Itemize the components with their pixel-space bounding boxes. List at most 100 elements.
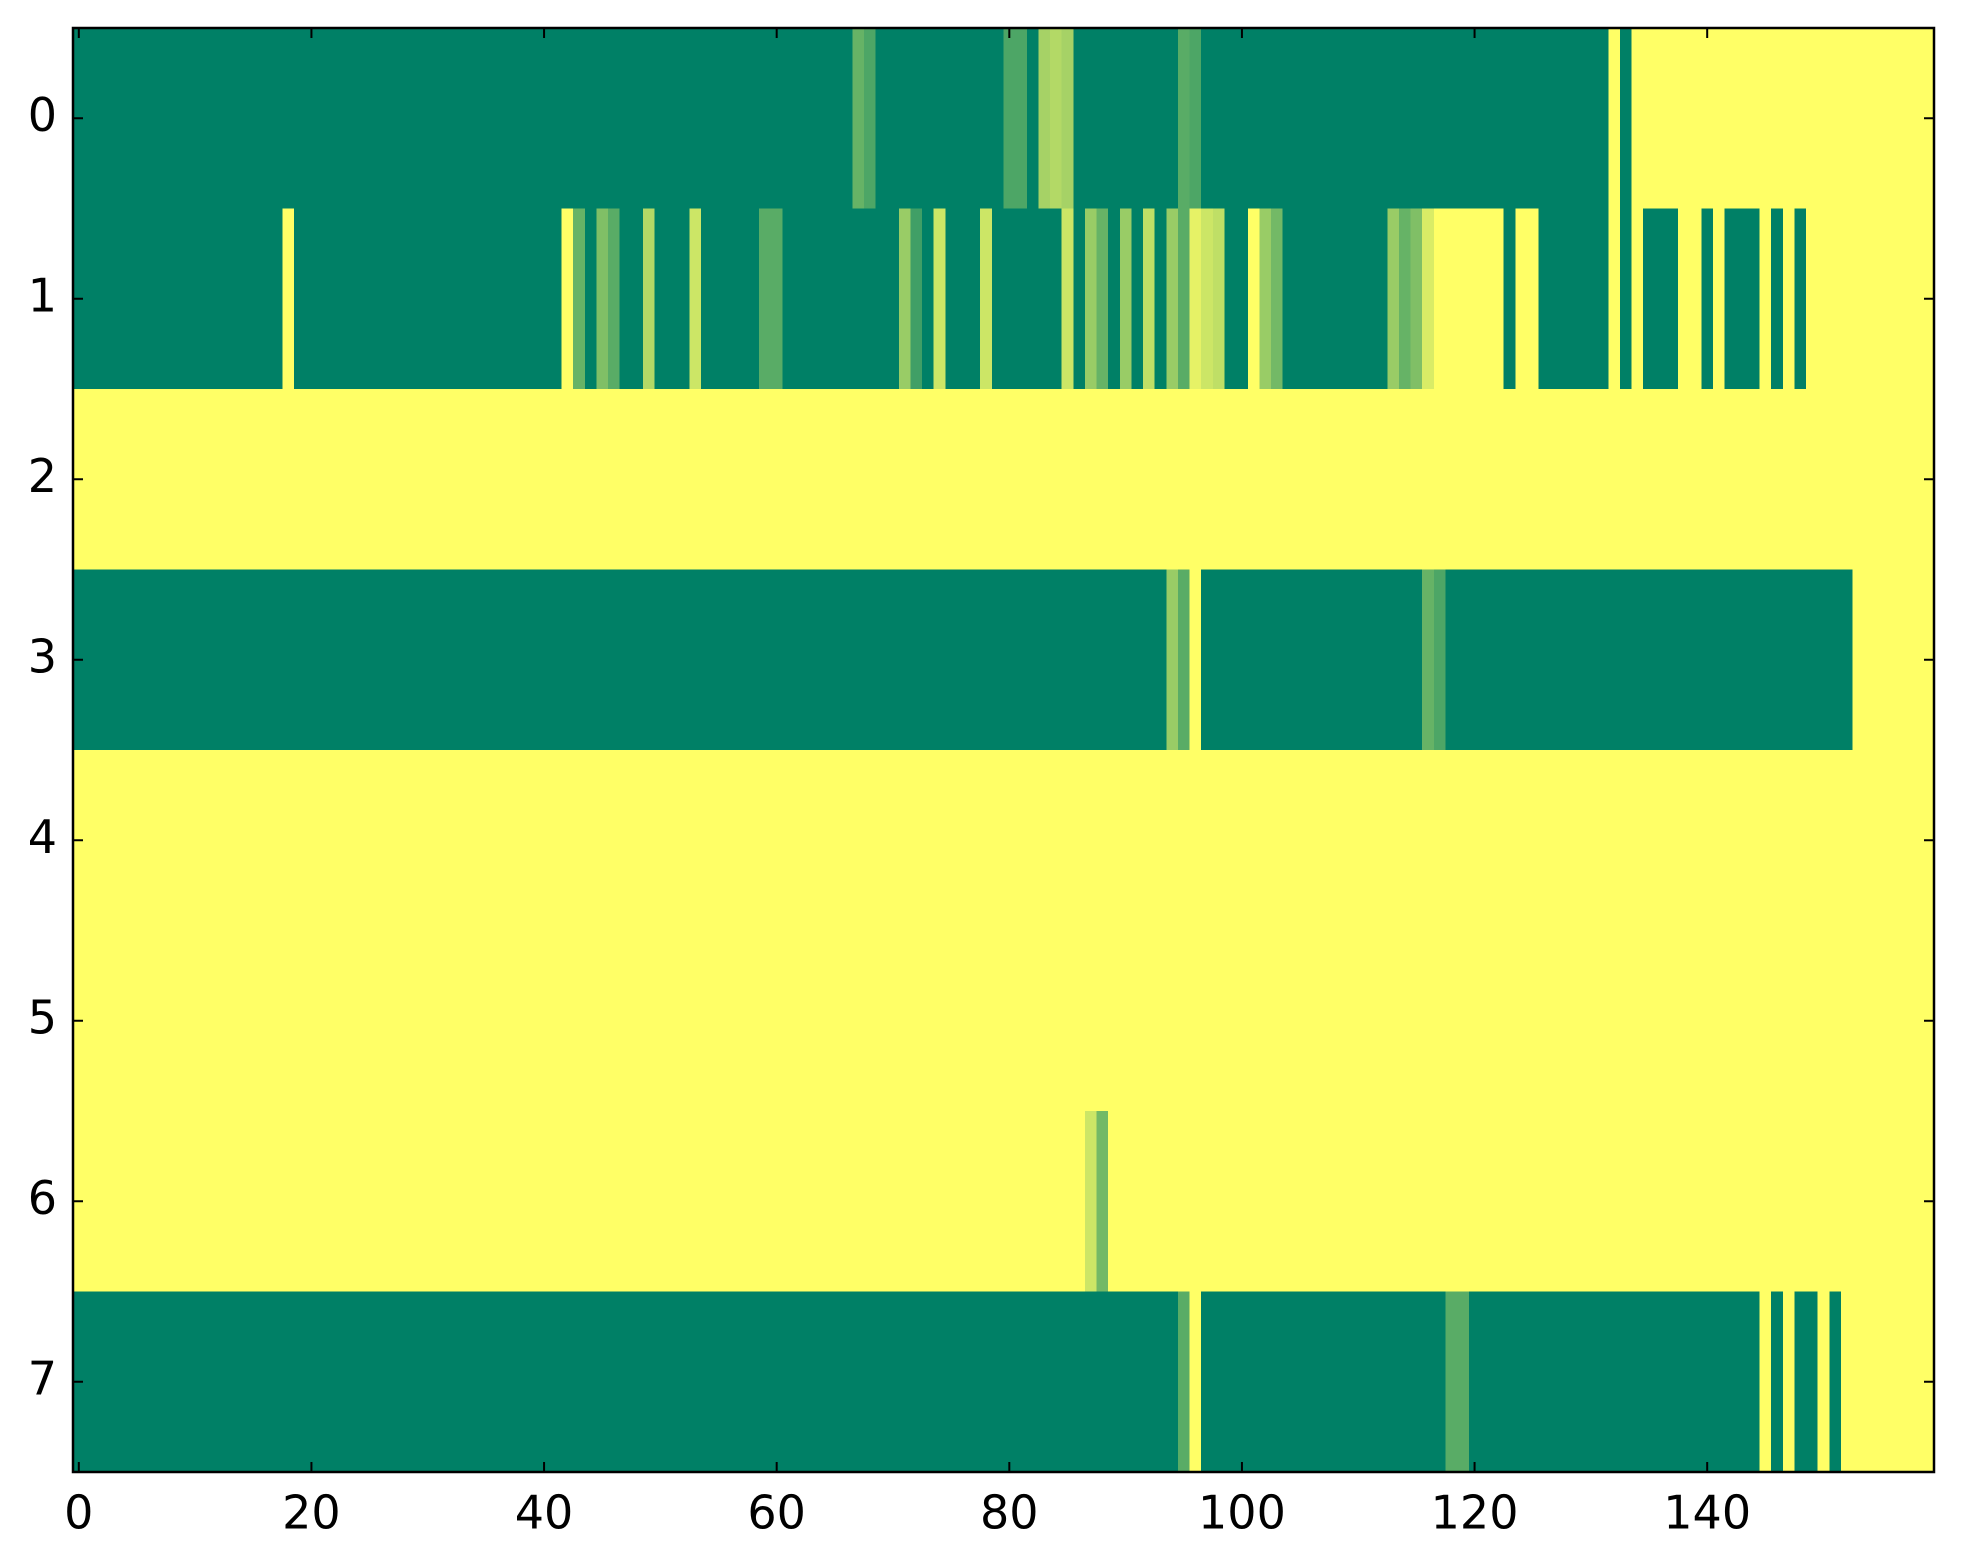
heatmap-cell — [1410, 569, 1423, 751]
heatmap-cell — [573, 28, 586, 210]
heatmap-cell — [1352, 389, 1365, 571]
heatmap-cell — [526, 208, 539, 390]
heatmap-cell — [1713, 28, 1726, 210]
heatmap-cell — [1108, 930, 1121, 1112]
heatmap-cell — [1678, 1111, 1691, 1293]
heatmap-cell — [480, 208, 493, 390]
heatmap-cell — [608, 208, 621, 390]
heatmap-cell — [247, 28, 260, 210]
heatmap-cell — [1852, 750, 1865, 932]
heatmap-cell — [1747, 208, 1761, 390]
heatmap-cell — [875, 1111, 888, 1293]
heatmap-cell — [305, 389, 318, 571]
heatmap-cell — [1387, 1111, 1400, 1293]
heatmap-cell — [1026, 208, 1039, 390]
heatmap-cell — [1817, 28, 1830, 210]
heatmap-cell — [1166, 28, 1179, 210]
heatmap-cell — [1608, 930, 1621, 1112]
heatmap-cell — [84, 208, 97, 390]
heatmap-cell — [1910, 569, 1923, 751]
heatmap-cell — [1515, 930, 1528, 1112]
heatmap-cell — [1817, 569, 1830, 751]
x-tick-label: 100 — [1198, 1486, 1286, 1540]
heatmap-cell — [770, 208, 784, 390]
heatmap-cell — [1224, 750, 1237, 932]
heatmap-cell — [1701, 208, 1714, 390]
heatmap-cell — [1340, 569, 1354, 751]
heatmap-cell — [1212, 389, 1226, 571]
heatmap-cell — [1294, 930, 1307, 1112]
heatmap-cell — [456, 1291, 470, 1473]
heatmap-cell — [1550, 208, 1563, 390]
heatmap-cell — [596, 208, 609, 390]
heatmap-cell — [1224, 930, 1237, 1112]
heatmap-cell — [1317, 389, 1330, 571]
heatmap-cell — [1294, 569, 1307, 751]
heatmap-cell — [770, 389, 784, 571]
heatmap-cell — [1364, 750, 1377, 932]
heatmap-cell — [363, 208, 377, 390]
heatmap-cell — [991, 389, 1005, 571]
heatmap-cell — [131, 750, 144, 932]
heatmap-cell — [107, 569, 121, 751]
heatmap-cell — [433, 930, 446, 1112]
heatmap-cell — [154, 750, 167, 932]
heatmap-cell — [910, 930, 923, 1112]
heatmap-cell — [898, 28, 912, 210]
heatmap-cell — [1887, 750, 1900, 932]
heatmap-cell — [119, 208, 132, 390]
heatmap-cell — [980, 930, 993, 1112]
heatmap-cell — [1108, 28, 1121, 210]
heatmap-cell — [1305, 389, 1319, 571]
heatmap-cell — [503, 750, 516, 932]
heatmap-cell — [654, 750, 667, 932]
heatmap-cell — [270, 750, 283, 932]
heatmap-cell — [480, 1111, 493, 1293]
heatmap-cell — [1166, 569, 1179, 751]
heatmap-cell — [1701, 750, 1714, 932]
heatmap-cell — [1701, 930, 1714, 1112]
heatmap-cell — [1794, 930, 1807, 1112]
heatmap-cell — [514, 1111, 528, 1293]
heatmap-cell — [1875, 569, 1889, 751]
heatmap-cell — [1340, 389, 1354, 571]
heatmap-cell — [1759, 930, 1772, 1112]
heatmap-cell — [84, 28, 97, 210]
heatmap-cell — [1561, 750, 1575, 932]
heatmap-cell — [608, 750, 621, 932]
heatmap-cell — [154, 1291, 167, 1473]
heatmap-cell — [259, 750, 272, 932]
heatmap-cell — [1468, 569, 1481, 751]
heatmap-cell — [224, 389, 237, 571]
heatmap-cell — [817, 208, 830, 390]
heatmap-cell — [1724, 930, 1737, 1112]
heatmap-cell — [433, 208, 446, 390]
heatmap-cell — [1015, 28, 1028, 210]
heatmap-cell — [119, 930, 132, 1112]
heatmap-cell — [1852, 28, 1865, 210]
heatmap-cell — [1480, 28, 1493, 210]
heatmap-cell — [1061, 1291, 1074, 1473]
heatmap-cell — [1759, 28, 1772, 210]
heatmap-cell — [1003, 569, 1016, 751]
heatmap-cell — [1689, 930, 1702, 1112]
heatmap-cell — [317, 1291, 330, 1473]
heatmap-cell — [538, 750, 551, 932]
heatmap-cell — [1678, 389, 1691, 571]
heatmap-cell — [1526, 28, 1540, 210]
heatmap-cell — [1445, 750, 1458, 932]
heatmap-cell — [270, 1111, 283, 1293]
heatmap-cell — [200, 208, 214, 390]
heatmap-cell — [1340, 1111, 1354, 1293]
y-tick-label: 2 — [28, 449, 57, 503]
heatmap-cell — [980, 208, 993, 390]
heatmap-cell — [468, 569, 481, 751]
heatmap-cell — [1550, 389, 1563, 571]
heatmap-cell — [1166, 1111, 1179, 1293]
heatmap-cell — [631, 930, 644, 1112]
heatmap-cell — [584, 389, 598, 571]
heatmap-cell — [1236, 1111, 1249, 1293]
heatmap-cell — [1561, 569, 1575, 751]
heatmap-cell — [1538, 569, 1551, 751]
heatmap-cell — [1166, 389, 1179, 571]
